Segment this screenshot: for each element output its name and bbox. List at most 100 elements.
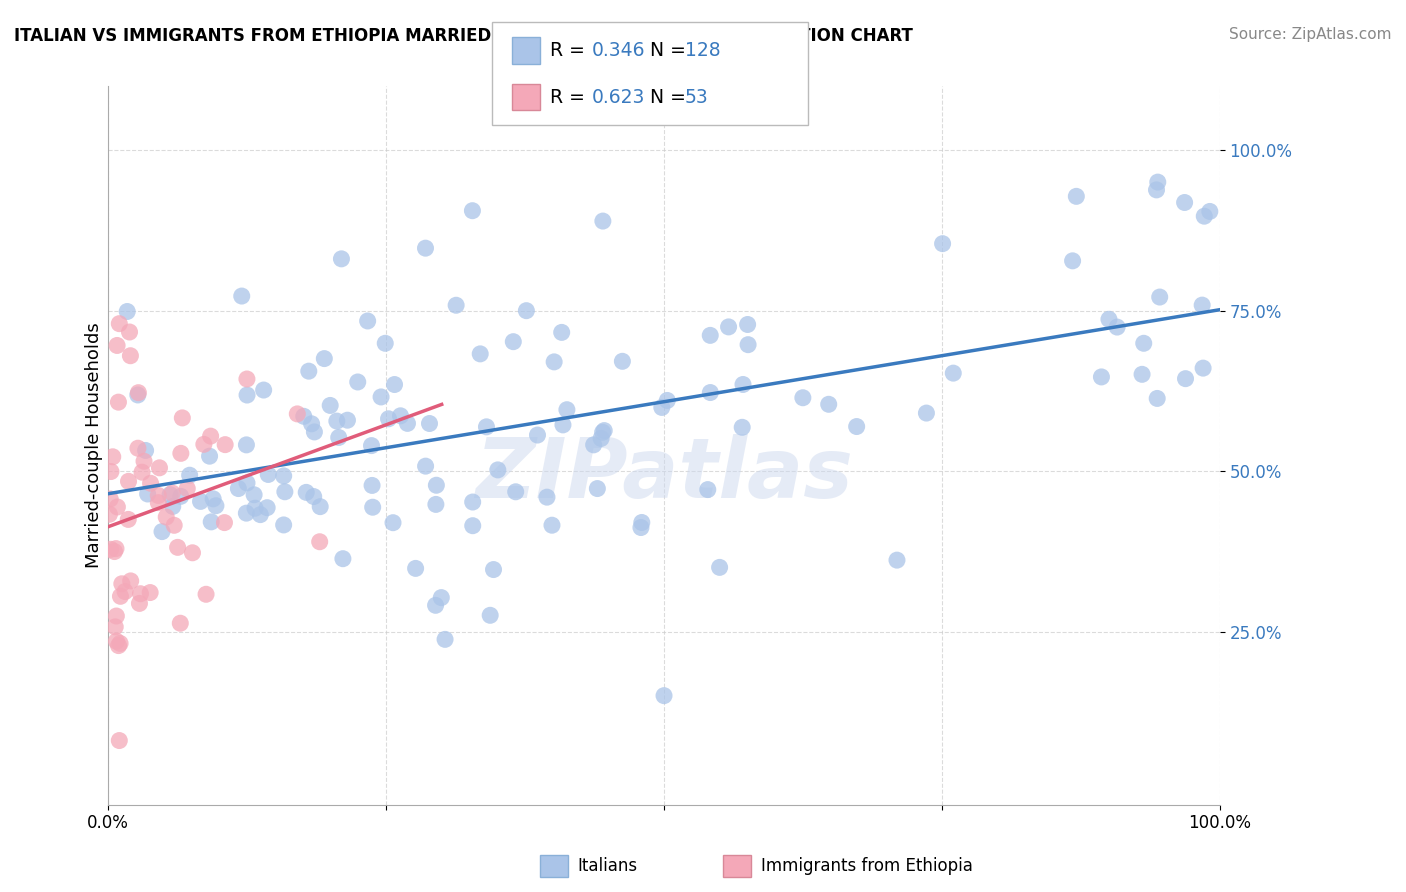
Point: [541, 518, 564, 533]
Point: [136, 487, 159, 501]
Text: R =: R =: [550, 87, 591, 106]
Point: [360, 439, 382, 453]
Point: [1146, 183, 1168, 197]
Point: [1146, 392, 1168, 406]
Point: [256, 500, 278, 515]
Point: [582, 438, 605, 452]
Point: [236, 388, 259, 402]
Point: [1090, 370, 1112, 384]
Point: [148, 495, 170, 509]
Point: [515, 303, 537, 318]
Point: [169, 616, 191, 631]
Point: [699, 385, 721, 400]
Point: [699, 328, 721, 343]
Point: [328, 430, 350, 444]
Point: [502, 334, 524, 349]
Point: [298, 364, 321, 378]
Point: [120, 349, 142, 363]
Point: [295, 485, 318, 500]
Point: [326, 414, 349, 428]
Point: [737, 318, 759, 332]
Point: [148, 488, 170, 502]
Point: [1174, 372, 1197, 386]
Point: [200, 515, 222, 529]
Point: [104, 541, 127, 556]
Point: [135, 443, 157, 458]
Point: [346, 375, 368, 389]
Point: [105, 609, 128, 624]
Point: [389, 409, 412, 423]
Point: [1198, 204, 1220, 219]
Point: [148, 460, 170, 475]
Point: [361, 478, 384, 492]
Point: [128, 596, 150, 610]
Point: [132, 454, 155, 468]
Point: [131, 465, 153, 479]
Point: [425, 497, 447, 511]
Point: [100, 465, 122, 479]
Point: [731, 377, 754, 392]
Point: [1066, 189, 1088, 203]
Text: N =: N =: [638, 41, 692, 60]
Point: [108, 733, 131, 747]
Point: [155, 510, 177, 524]
Point: [592, 214, 614, 228]
Point: [336, 413, 359, 427]
Point: [1146, 175, 1168, 189]
Point: [181, 546, 204, 560]
Point: [253, 383, 276, 397]
Point: [543, 355, 565, 369]
Point: [555, 402, 578, 417]
Point: [418, 417, 440, 431]
Point: [139, 476, 162, 491]
Point: [444, 298, 467, 312]
Point: [651, 401, 673, 415]
Point: [1192, 361, 1215, 376]
Point: [434, 632, 457, 647]
Text: 0.623: 0.623: [592, 87, 645, 106]
Text: Immigrants from Ethiopia: Immigrants from Ethiopia: [761, 857, 973, 875]
Point: [228, 482, 250, 496]
Point: [396, 417, 419, 431]
Point: [475, 420, 498, 434]
Point: [163, 518, 186, 533]
Point: [370, 390, 392, 404]
Point: [162, 500, 184, 514]
Point: [302, 490, 325, 504]
Point: [1191, 298, 1213, 312]
Point: [505, 484, 527, 499]
Point: [236, 475, 259, 490]
Text: N =: N =: [638, 87, 692, 106]
Point: [202, 491, 225, 506]
Point: [235, 506, 257, 520]
Point: [915, 406, 938, 420]
Point: [425, 478, 447, 492]
Point: [179, 468, 201, 483]
Point: [162, 486, 184, 500]
Point: [304, 425, 326, 439]
Point: [657, 393, 679, 408]
Point: [98, 491, 121, 506]
Point: [630, 516, 652, 530]
Point: [591, 432, 613, 446]
Point: [486, 463, 509, 477]
Point: [630, 520, 652, 534]
Point: [249, 508, 271, 522]
Point: [243, 501, 266, 516]
Point: [314, 351, 336, 366]
Point: [415, 459, 437, 474]
Point: [115, 304, 138, 318]
Point: [107, 639, 129, 653]
Point: [592, 425, 614, 440]
Point: [551, 417, 574, 432]
Point: [845, 419, 868, 434]
Point: [377, 412, 399, 426]
Point: [696, 483, 718, 497]
Point: [176, 482, 198, 496]
Point: [482, 563, 505, 577]
Point: [243, 488, 266, 502]
Point: [100, 542, 122, 557]
Text: ZIPatlas: ZIPatlas: [475, 434, 853, 515]
Point: [129, 587, 152, 601]
Text: ITALIAN VS IMMIGRANTS FROM ETHIOPIA MARRIED-COUPLE HOUSEHOLDS CORRELATION CHART: ITALIAN VS IMMIGRANTS FROM ETHIOPIA MARR…: [14, 27, 912, 45]
